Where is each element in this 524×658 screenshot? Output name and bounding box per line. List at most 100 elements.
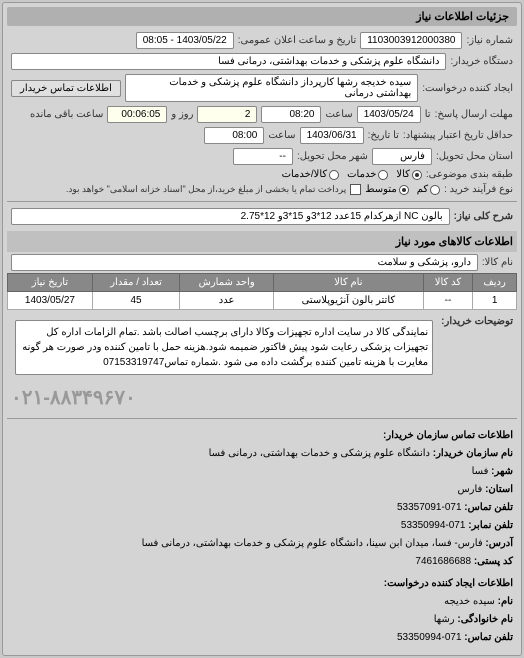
radio-dot-icon (329, 170, 339, 180)
creator-fname-row: نام: سیده خدیجه (11, 593, 513, 611)
col-name: نام کالا (274, 274, 424, 292)
org-label: نام سازمان خریدار: (433, 448, 513, 459)
requester-field: سیده خدیجه رشها کارپرداز دانشگاه علوم پز… (125, 74, 418, 102)
col-date: تاریخ نیاز (8, 274, 93, 292)
divider (7, 418, 517, 419)
radio-both-label: کالا/خدمات (282, 169, 328, 180)
need-title-field: بالون NC ازهرکدام 15عدد 12*3و 15*3و 12*2… (11, 208, 450, 225)
row-req-no: شماره نیاز: 1103003912000380 تاریخ و ساع… (7, 30, 517, 51)
buyer-label: دستگاه خریدار: (450, 56, 513, 67)
payment-label: نوع فرآیند خرید : (444, 184, 513, 195)
contact-org-row: نام سازمان خریدار: دانشگاه علوم پزشکی و … (11, 445, 513, 463)
ccity-value: فسا (472, 466, 489, 477)
cphone-label: تلفن تماس: (464, 502, 513, 513)
creator-header: اطلاعات ایجاد کننده درخواست: (11, 575, 513, 593)
radio-kala[interactable]: کالا (396, 169, 422, 180)
cpostal-value: 7461686688 (415, 556, 471, 567)
radio-dot-icon (430, 185, 440, 195)
radio-khadamat[interactable]: خدمات (347, 169, 388, 180)
radio-dot-icon (412, 170, 422, 180)
org-value: دانشگاه علوم پزشکی و خدمات بهداشتی، درما… (209, 448, 430, 459)
goods-name-label: نام کالا: (482, 257, 513, 268)
contact-province-row: استان: فارس (11, 481, 513, 499)
cprovince-label: استان: (485, 484, 513, 495)
remain-days: 2 (197, 106, 257, 123)
fname-label: نام: (498, 596, 513, 607)
req-no-label: شماره نیاز: (466, 35, 513, 46)
row-type: طبقه بندی موضوعی: کالا خدمات کالا/خدمات (7, 167, 517, 182)
deadline-ta: تا (425, 109, 431, 120)
col-unit: واحد شمارش (180, 274, 274, 292)
creator-lname-row: نام خانوادگی: رشها (11, 611, 513, 629)
fname-value: سیده خدیجه (444, 596, 495, 607)
table-header-row: ردیف کد کالا نام کالا واحد شمارش تعداد /… (8, 274, 517, 292)
panel-title: جزئیات اطلاعات نیاز (7, 7, 517, 26)
lname-label: نام خانوادگی: (457, 614, 513, 625)
need-title-label: شرح کلی نیاز: (454, 211, 513, 222)
datetime-label: تاریخ و ساعت اعلان عمومی: (238, 35, 357, 46)
radio-dot-icon (399, 185, 409, 195)
city-field: -- (233, 148, 293, 165)
creator-phone-row: تلفن تماس: 071-53350994 (11, 629, 513, 647)
main-panel: جزئیات اطلاعات نیاز شماره نیاز: 11030039… (2, 2, 522, 656)
col-qty: تعداد / مقدار (92, 274, 179, 292)
deadline-time-label: ساعت (325, 109, 352, 120)
lname-value: رشها (434, 614, 455, 625)
goods-section-title: اطلاعات کالاهای مورد نیاز (7, 231, 517, 252)
validity-ta: تا تاریخ: (368, 130, 399, 141)
contact-address-row: آدرس: فارس- فسا، میدان ابن سینا، دانشگاه… (11, 535, 513, 553)
remain-days-label: روز و (171, 109, 193, 120)
big-phone: ۰۲۱-۸۸۳۴۹۶۷۰ (7, 381, 517, 414)
cell-unit: عدد (180, 292, 274, 310)
requester-label: ایجاد کننده درخواست: (422, 83, 513, 94)
validity-date: 1403/06/31 (300, 127, 364, 144)
contact-fax-row: تلفن نمابر: 071-53350994 (11, 517, 513, 535)
contact-city-row: شهر: فسا (11, 463, 513, 481)
creator-phone-value: 071-53350994 (397, 632, 462, 643)
radio-low-label: کم (417, 184, 428, 195)
datetime-field: 1403/05/22 - 08:05 (136, 32, 234, 49)
row-notes: توضیحات خریدار: نمایندگی کالا در سایت اد… (7, 314, 517, 381)
radio-low[interactable]: کم (417, 184, 440, 195)
row-goods-name: نام کالا: دارو، پزشکی و سلامت (7, 252, 517, 273)
notes-text: نمایندگی کالا در سایت اداره تجهیزات وکال… (15, 320, 433, 375)
row-payment: نوع فرآیند خرید : کم متوسط پرداخت تمام ی… (7, 182, 517, 197)
goods-table: ردیف کد کالا نام کالا واحد شمارش تعداد /… (7, 273, 517, 310)
radio-kala-label: کالا (396, 169, 410, 180)
contact-phone-row: تلفن تماس: 071-53357091 (11, 499, 513, 517)
cprovince-value: فارس (457, 484, 482, 495)
buyer-field: دانشگاه علوم پزشکی و خدمات بهداشتی، درما… (11, 53, 446, 70)
radio-dot-icon (378, 170, 388, 180)
validity-time: 08:00 (204, 127, 264, 144)
remain-label: ساعت باقی مانده (30, 109, 103, 120)
goods-name-field: دارو، پزشکی و سلامت (11, 254, 478, 271)
caddress-value: فارس- فسا، میدان ابن سینا، دانشگاه علوم … (142, 538, 483, 549)
row-location: استان محل تحویل: فارس شهر محل تحویل: -- (7, 146, 517, 167)
row-validity: حداقل تاریخ اعتبار پیشنهاد: تا تاریخ: 14… (7, 125, 517, 146)
ccity-label: شهر: (491, 466, 513, 477)
col-row: ردیف (473, 274, 517, 292)
contact-buyer-button[interactable]: اطلاعات تماس خریدار (11, 80, 121, 97)
cell-name: کاتتر بالون آنژیوپلاستی (274, 292, 424, 310)
contact-header: اطلاعات تماس سازمان خریدار: (11, 427, 513, 445)
cfax-value: 071-53350994 (401, 520, 466, 531)
payment-note: پرداخت تمام یا بخشی از مبلغ خرید،از محل … (66, 184, 346, 195)
deadline-label: مهلت ارسال پاسخ: (435, 109, 513, 120)
type-label: طبقه بندی موضوعی: (426, 169, 513, 180)
radio-med-label: متوسط (365, 184, 396, 195)
creator-phone-label: تلفن تماس: (464, 632, 513, 643)
req-no-field: 1103003912000380 (360, 32, 462, 49)
radio-med[interactable]: متوسط (365, 184, 408, 195)
contact-postal-row: کد پستی: 7461686688 (11, 553, 513, 571)
cell-date: 1403/05/27 (8, 292, 93, 310)
remain-time: 00:06:05 (107, 106, 167, 123)
cell-qty: 45 (92, 292, 179, 310)
cfax-label: تلفن نمابر: (468, 520, 513, 531)
col-code: کد کالا (423, 274, 473, 292)
deadline-time: 08:20 (261, 106, 321, 123)
validity-time-label: ساعت (268, 130, 295, 141)
radio-both[interactable]: کالا/خدمات (282, 169, 340, 180)
table-row: 1 -- کاتتر بالون آنژیوپلاستی عدد 45 1403… (8, 292, 517, 310)
row-buyer: دستگاه خریدار: دانشگاه علوم پزشکی و خدما… (7, 51, 517, 72)
treasury-checkbox[interactable] (350, 184, 361, 195)
